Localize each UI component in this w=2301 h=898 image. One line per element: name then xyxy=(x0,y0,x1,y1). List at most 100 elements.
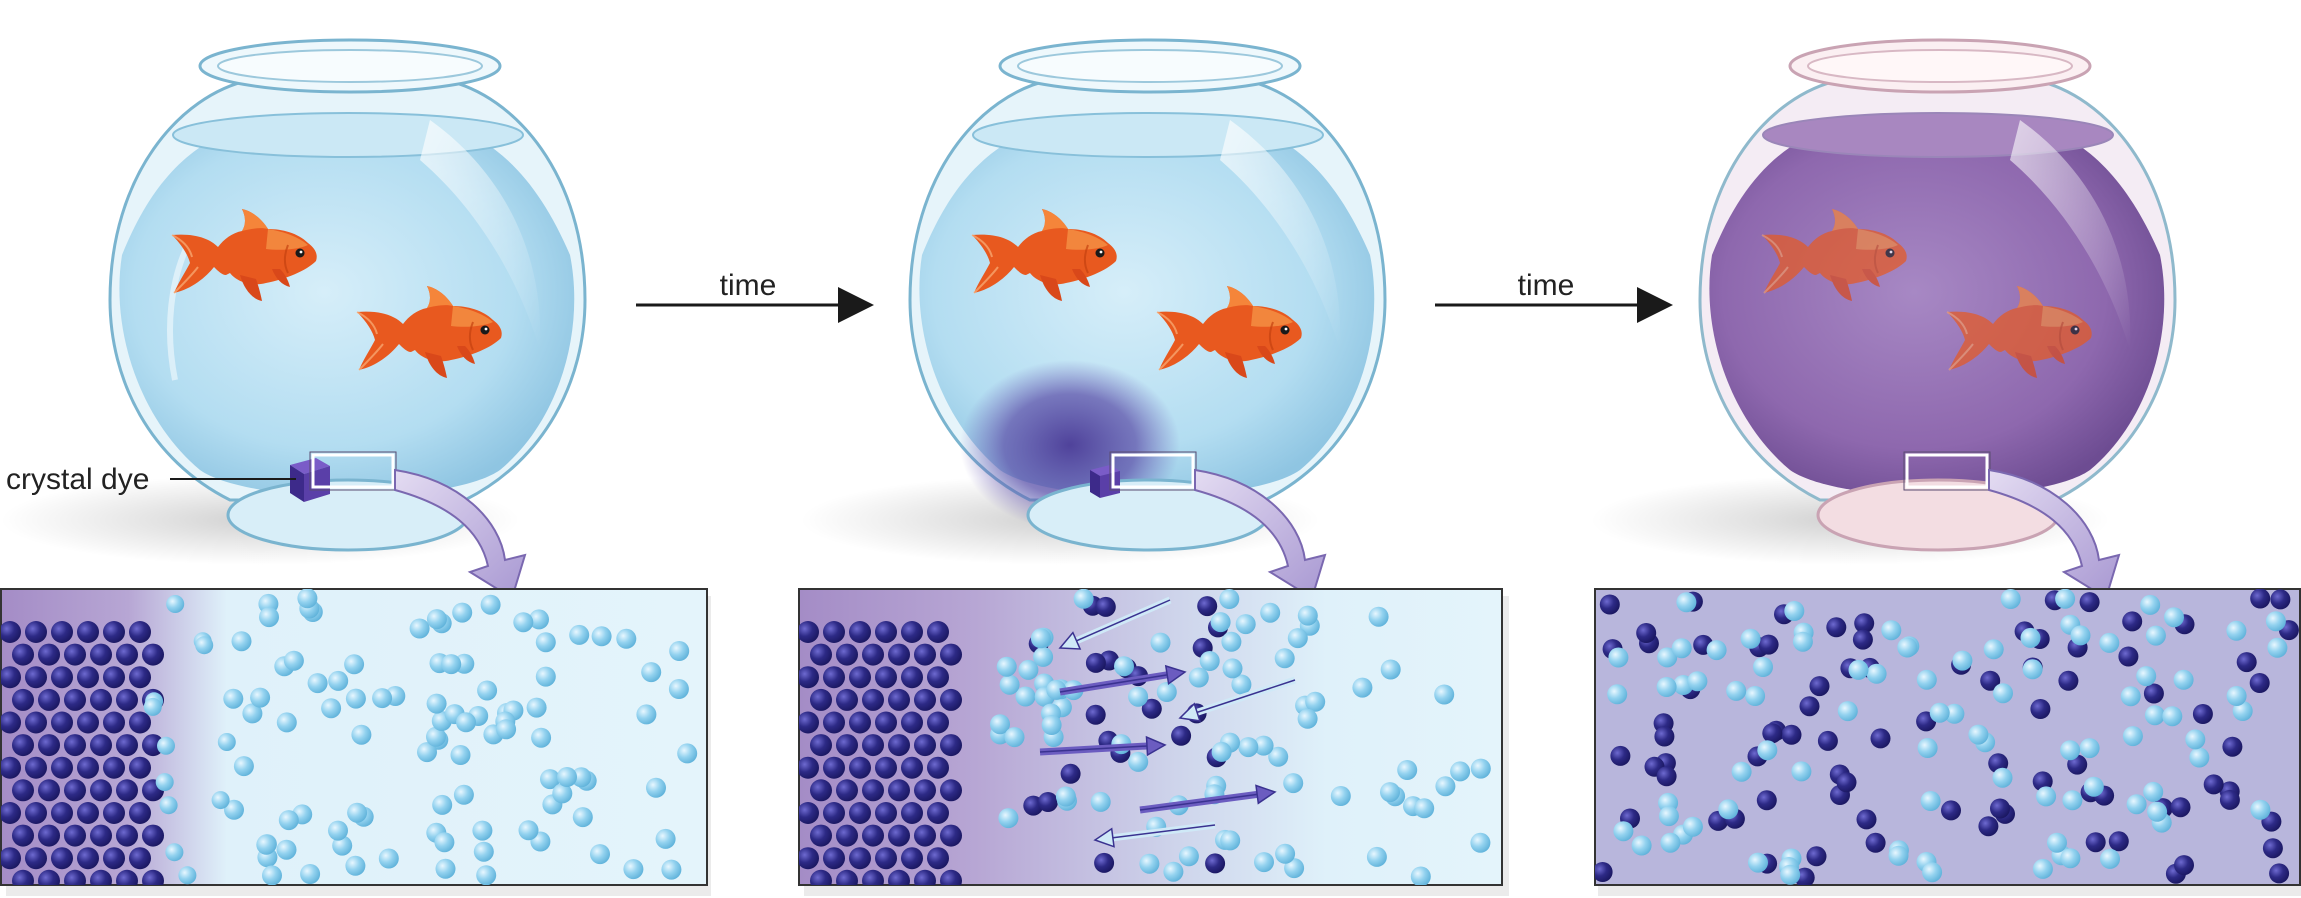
dye-particle xyxy=(901,756,923,779)
dye-particle xyxy=(38,734,60,757)
water-particle xyxy=(276,839,297,860)
fishbowl-2 xyxy=(800,38,1387,565)
dye-particle xyxy=(875,621,897,643)
dye-particle xyxy=(799,847,819,870)
water-particle xyxy=(1920,791,1941,811)
dye-particle xyxy=(914,643,936,666)
dye-particle xyxy=(51,621,73,643)
dye-particle xyxy=(1980,670,2001,691)
dye-particle xyxy=(1656,766,1677,787)
dye-particle xyxy=(940,779,962,802)
dye-particle xyxy=(51,666,73,689)
water-particle xyxy=(1676,592,1697,613)
water-particle xyxy=(278,810,299,831)
dye-particle xyxy=(914,779,936,802)
dye-particle xyxy=(2250,589,2271,609)
water-particle xyxy=(1150,632,1171,653)
motion-arrow-outline xyxy=(1072,599,1171,644)
water-particle xyxy=(332,835,353,856)
water-particle xyxy=(328,820,348,841)
water-particle xyxy=(1952,650,1973,671)
dye-particle xyxy=(940,824,962,847)
water-particle xyxy=(159,796,178,815)
water-particle xyxy=(552,783,573,804)
water-particle xyxy=(1757,740,1778,761)
dye-particle xyxy=(38,688,60,711)
water-particle xyxy=(1745,686,1766,706)
water-particle xyxy=(1916,669,1937,690)
water-particle xyxy=(2136,666,2157,687)
water-particle xyxy=(1968,724,1989,745)
motion-arrow-outline xyxy=(1039,745,1152,753)
water-particle xyxy=(157,736,175,755)
water-particle xyxy=(557,767,577,787)
water-particle xyxy=(1284,858,1305,879)
water-particle xyxy=(1128,686,1149,707)
dye-particle xyxy=(25,666,47,689)
water-particle xyxy=(2060,740,2081,761)
water-particle xyxy=(526,697,547,718)
water-particle xyxy=(166,595,185,613)
dye-particle xyxy=(116,824,138,847)
dye-particle xyxy=(836,779,858,802)
motion-arrow-outline xyxy=(1108,824,1216,840)
dye-particle xyxy=(77,847,99,870)
water-particle xyxy=(472,820,493,841)
water-particle xyxy=(2143,781,2164,802)
water-particle xyxy=(636,704,657,725)
water-particle xyxy=(452,602,473,623)
water-particle xyxy=(1687,671,1708,692)
dye-particle xyxy=(888,824,910,847)
water-particle xyxy=(2032,858,2053,879)
water-particle xyxy=(1268,746,1289,767)
dye-particle xyxy=(1756,790,1777,811)
dye-particle xyxy=(116,734,138,757)
water-particle xyxy=(307,673,328,694)
dye-particle xyxy=(1852,629,1873,650)
dye-particle xyxy=(836,734,858,757)
dye-particle xyxy=(823,802,845,824)
dye-particle xyxy=(1094,852,1115,873)
water-particle xyxy=(1780,864,1801,885)
dye-particle xyxy=(914,688,936,711)
dye-particle xyxy=(2085,832,2106,853)
dye-particle xyxy=(2118,646,2139,667)
dye-particle xyxy=(25,711,47,734)
water-particle xyxy=(1881,620,1902,641)
dye-particle xyxy=(38,869,60,885)
water-particle xyxy=(1607,684,1628,705)
water-particle xyxy=(2147,801,2168,822)
dye-particle xyxy=(1095,596,1116,617)
dye-particle xyxy=(25,756,47,779)
dye-particle xyxy=(1865,832,1886,853)
water-particle xyxy=(1004,727,1025,748)
dye-particle xyxy=(836,688,858,711)
dye-particle xyxy=(1,666,21,689)
water-particle xyxy=(1305,691,1326,712)
dye-particle xyxy=(1,621,21,643)
dye-particle xyxy=(77,621,99,643)
water-particle xyxy=(1631,835,1652,856)
dye-particle xyxy=(129,802,151,824)
water-particle xyxy=(1929,702,1950,723)
dye-particle xyxy=(2143,683,2164,704)
dye-particle xyxy=(64,688,86,711)
water-particle xyxy=(2267,637,2288,658)
dye-particle xyxy=(1854,613,1875,634)
water-particle xyxy=(661,859,682,880)
dye-particle xyxy=(875,756,897,779)
dye-particle xyxy=(810,824,832,847)
water-particle xyxy=(211,791,230,810)
water-particle xyxy=(1178,846,1199,867)
water-particle xyxy=(259,607,279,628)
water-particle xyxy=(1368,606,1389,627)
water-particle xyxy=(677,743,698,764)
dye-particle xyxy=(875,802,897,824)
water-particle xyxy=(473,841,494,862)
dye-particle xyxy=(1,756,21,779)
water-particle xyxy=(571,767,592,788)
dye-particle xyxy=(810,688,832,711)
time-label: time xyxy=(720,269,777,302)
dye-particle xyxy=(1762,723,1783,744)
motion-arrow-outline xyxy=(1193,679,1296,715)
